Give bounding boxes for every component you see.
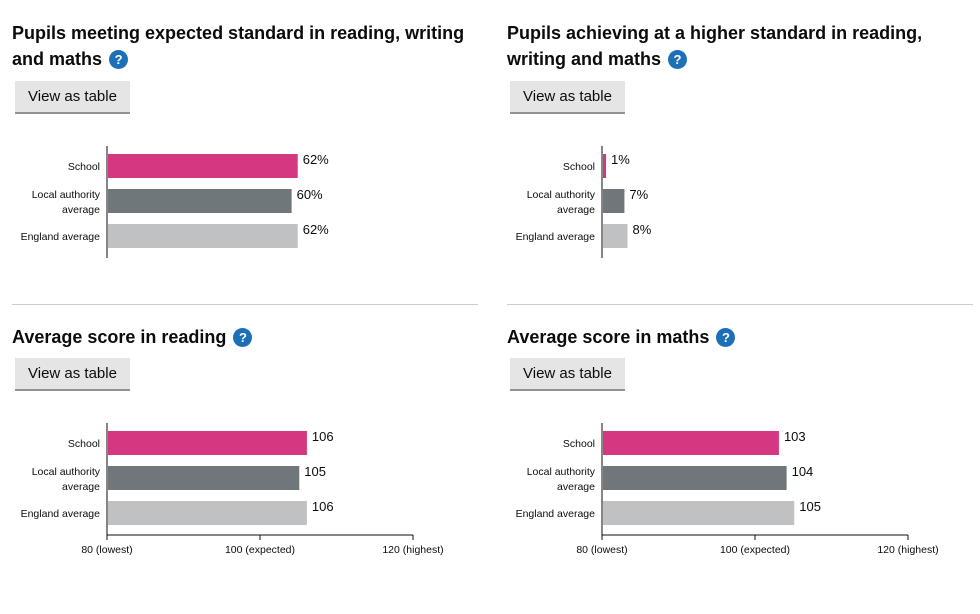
data-label: 103 [784,429,806,444]
x-tick-label: 100 (expected) [720,544,790,556]
bar [108,154,298,178]
bar [603,224,628,248]
data-label: 8% [632,222,651,237]
bar-chart: School 62% Local authority average 60% Englan… [21,146,329,258]
x-tick-label: 120 (highest) [382,544,443,556]
help-icon[interactable]: ? [233,328,253,347]
category-label: Local authority [32,466,101,478]
data-label: 105 [799,499,821,514]
bar [603,189,625,213]
category-label: average [62,204,100,216]
category-label: average [557,204,595,216]
x-tick-label: 80 (lowest) [81,544,132,556]
help-icon[interactable]: ? [668,50,688,69]
view-as-table-button[interactable]: View as table [510,358,625,391]
view-as-table-button[interactable]: View as table [15,358,130,391]
panel-higher-standard: Pupils achieving at a higher standard in… [507,0,973,300]
panel-expected-standard: Pupils meeting expected standard in read… [12,0,478,300]
category-label: average [62,481,100,493]
section-divider [507,304,973,305]
category-label: School [68,161,100,173]
bar-chart: School 1% Local authority average 7% England … [516,146,652,258]
section-divider [12,304,478,305]
category-label: England average [516,231,596,243]
data-label: 62% [303,152,329,167]
bar-chart: School 106 Local authority average 105 Englan… [21,423,444,556]
bar [603,501,795,525]
bar [108,431,307,455]
panel-title: Average score in maths ? [507,324,967,350]
data-label: 7% [629,187,648,202]
data-label: 1% [611,152,630,167]
category-label: Local authority [32,189,101,201]
data-label: 106 [312,429,334,444]
category-label: School [68,438,100,450]
category-label: England average [21,231,101,243]
category-label: Local authority [527,466,596,478]
panel-reading-score: Average score in reading ? View as table… [12,304,478,604]
category-label: Local authority [527,189,596,201]
bar [603,466,787,490]
data-label: 62% [303,222,329,237]
view-as-table-button[interactable]: View as table [510,81,625,114]
bar [108,501,307,525]
bar [108,466,300,490]
help-icon[interactable]: ? [109,50,129,69]
data-label: 104 [792,464,814,479]
panel-title: Pupils achieving at a higher standard in… [507,23,923,69]
view-as-table-button[interactable]: View as table [15,81,130,114]
x-tick-label: 80 (lowest) [576,544,627,556]
panel-maths-score: Average score in maths ? View as table S… [507,304,973,604]
help-icon[interactable]: ? [716,328,736,347]
bar-chart: School 103 Local authority average 104 Englan… [516,423,939,556]
category-label: average [557,481,595,493]
data-label: 105 [304,464,326,479]
category-label: School [563,438,595,450]
bar [108,224,298,248]
x-tick-label: 100 (expected) [225,544,295,556]
data-label: 106 [312,499,334,514]
bar [108,189,292,213]
category-label: School [563,161,595,173]
category-label: England average [516,508,596,520]
bar [603,431,779,455]
data-label: 60% [297,187,323,202]
panel-title: Average score in reading ? [12,324,472,350]
bar [603,154,607,178]
category-label: England average [21,508,101,520]
x-tick-label: 120 (highest) [877,544,938,556]
panel-title: Pupils meeting expected standard in read… [12,23,465,69]
